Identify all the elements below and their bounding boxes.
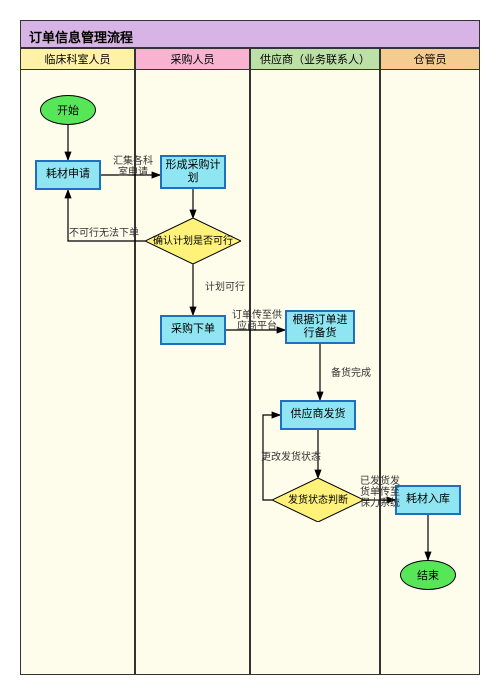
node-d1: 确认计划是否可行 xyxy=(145,218,241,264)
node-end: 结束 xyxy=(400,560,456,590)
node-start: 开始 xyxy=(40,95,96,125)
node-n5: 供应商发货 xyxy=(280,400,356,430)
edge-label-e_d2_n5_loop: 更改发货状态 xyxy=(256,452,326,463)
edge-label-e_d1_n3_yes: 计划可行 xyxy=(200,282,250,293)
flowchart-canvas: 订单信息管理流程 临床科室人员采购人员供应商（业务联系人）仓管员 开始耗材申请 形… xyxy=(0,0,500,695)
node-n3: 采购下单 xyxy=(160,315,226,345)
edge-label-e_n3_n4: 订单传至供应商平台 xyxy=(229,310,285,332)
lane-header-lane2: 采购人员 xyxy=(135,48,250,70)
lane-header-lane4: 仓管员 xyxy=(380,48,480,70)
node-n6: 耗材入库 xyxy=(395,485,461,515)
node-n2: 形成采购计划 xyxy=(160,155,226,189)
edge-label-e_n1_n2: 汇集各科室申请 xyxy=(109,156,157,178)
node-n4: 根据订单进行备货 xyxy=(285,310,355,344)
diagram-title: 订单信息管理流程 xyxy=(20,20,480,48)
edge-label-e_d2_n6: 已发货发货单传至保力系统 xyxy=(360,476,400,509)
lane-header-lane1: 临床科室人员 xyxy=(20,48,135,70)
edge-label-e_d1_n1_no: 不可行无法下单 xyxy=(60,228,148,239)
lane-header-lane3: 供应商（业务联系人） xyxy=(250,48,380,70)
node-n1: 耗材申请 xyxy=(35,160,101,190)
edge-label-e_n4_n5: 备货完成 xyxy=(326,368,376,379)
diagram-title-text: 订单信息管理流程 xyxy=(29,30,133,45)
node-d2: 发货状态判断 xyxy=(272,478,364,522)
